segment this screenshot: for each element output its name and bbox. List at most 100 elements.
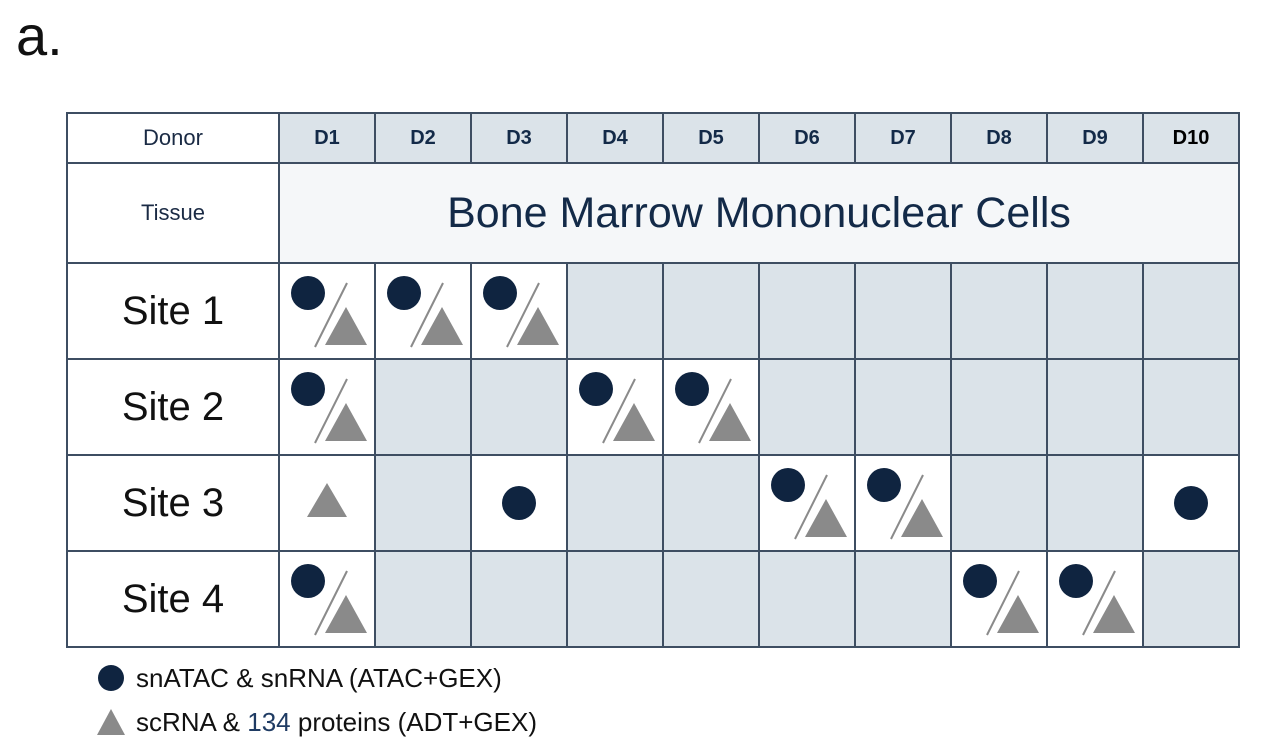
divider-slash xyxy=(1082,570,1116,636)
site-cell xyxy=(662,358,760,456)
divider-slash xyxy=(314,570,348,636)
divider-slash xyxy=(890,474,924,540)
site-cell xyxy=(566,454,664,552)
site-label: Site 3 xyxy=(66,454,280,552)
site-cell xyxy=(662,262,760,360)
site-cell xyxy=(1142,550,1240,648)
divider-slash xyxy=(602,378,636,444)
legend-triangle-pre: scRNA & xyxy=(136,706,248,737)
site-cell xyxy=(950,454,1048,552)
site-row: Site 1 xyxy=(66,262,1240,360)
site-cell xyxy=(374,454,472,552)
circle-triangle-icon xyxy=(867,468,943,540)
site-cell xyxy=(1046,262,1144,360)
triangle-mark xyxy=(325,595,367,633)
site-label: Site 4 xyxy=(66,550,280,648)
site-cell xyxy=(758,454,856,552)
divider-slash xyxy=(410,282,444,348)
site-cell xyxy=(470,454,568,552)
triangle-mark xyxy=(805,499,847,537)
circle-mark xyxy=(291,276,325,310)
site-cell xyxy=(566,550,664,648)
circle-mark xyxy=(867,468,901,502)
site-cell xyxy=(1046,550,1144,648)
circle-mark xyxy=(387,276,421,310)
site-cell xyxy=(470,550,568,648)
site-cell xyxy=(950,262,1048,360)
donor-d6: D6 xyxy=(758,112,856,164)
site-cell xyxy=(470,358,568,456)
site-cell xyxy=(278,454,376,552)
circle-triangle-icon xyxy=(483,276,559,348)
circle-mark xyxy=(1174,486,1208,520)
donor-d10: D10 xyxy=(1142,112,1240,164)
divider-slash xyxy=(506,282,540,348)
triangle-mark xyxy=(517,307,559,345)
legend-protein-count: 134 xyxy=(247,706,291,737)
legend-item-circle: snATAC & snRNA (ATAC+GEX) xyxy=(96,658,537,698)
site-cell xyxy=(374,358,472,456)
circle-triangle-icon xyxy=(771,468,847,540)
site-cell xyxy=(950,358,1048,456)
site-cell xyxy=(758,262,856,360)
triangle-mark xyxy=(307,483,347,517)
site-cell xyxy=(854,550,952,648)
site-cell xyxy=(758,358,856,456)
legend-circle-label: snATAC & snRNA (ATAC+GEX) xyxy=(136,662,502,693)
circle-mark xyxy=(771,468,805,502)
site-row: Site 3 xyxy=(66,454,1240,552)
triangle-mark xyxy=(901,499,943,537)
site-cell xyxy=(950,550,1048,648)
donor-d5: D5 xyxy=(662,112,760,164)
donor-site-table: Donor D1 D2 D3 D4 D5 D6 D7 D8 D9 D10 Tis… xyxy=(66,112,1240,648)
divider-slash xyxy=(314,282,348,348)
site-cell xyxy=(1142,262,1240,360)
donor-row: Donor D1 D2 D3 D4 D5 D6 D7 D8 D9 D10 xyxy=(66,112,1240,164)
triangle-mark xyxy=(613,403,655,441)
site-cell xyxy=(566,358,664,456)
triangle-mark xyxy=(709,403,751,441)
circle-icon xyxy=(1174,486,1208,520)
site-cell xyxy=(374,262,472,360)
site-cell xyxy=(1142,358,1240,456)
donor-d3: D3 xyxy=(470,112,568,164)
divider-slash xyxy=(794,474,828,540)
site-cell xyxy=(854,454,952,552)
site-cell xyxy=(470,262,568,360)
circle-triangle-icon xyxy=(291,276,367,348)
legend: snATAC & snRNA (ATAC+GEX) scRNA & 134 pr… xyxy=(96,658,537,742)
donor-d7: D7 xyxy=(854,112,952,164)
legend-item-triangle: scRNA & 134 proteins (ADT+GEX) xyxy=(96,702,537,742)
site-cell xyxy=(278,550,376,648)
circle-mark xyxy=(291,372,325,406)
circle-triangle-icon xyxy=(579,372,655,444)
site-cell xyxy=(374,550,472,648)
divider-slash xyxy=(986,570,1020,636)
circle-icon xyxy=(502,486,536,520)
circle-triangle-icon xyxy=(963,564,1039,636)
triangle-mark xyxy=(421,307,463,345)
circle-mark xyxy=(502,486,536,520)
site-row: Site 2 xyxy=(66,358,1240,456)
site-cell xyxy=(1046,454,1144,552)
site-label: Site 2 xyxy=(66,358,280,456)
legend-triangle-label: scRNA & 134 proteins (ADT+GEX) xyxy=(136,707,537,738)
donor-d9: D9 xyxy=(1046,112,1144,164)
donor-row-label: Donor xyxy=(66,112,280,164)
circle-triangle-icon xyxy=(291,372,367,444)
tissue-value: Bone Marrow Mononuclear Cells xyxy=(278,162,1240,264)
circle-mark xyxy=(963,564,997,598)
legend-triangle-post: proteins (ADT+GEX) xyxy=(290,706,537,737)
triangle-mark xyxy=(325,403,367,441)
site-cell xyxy=(278,262,376,360)
site-cell xyxy=(662,550,760,648)
panel-label: a. xyxy=(16,4,63,67)
site-cell xyxy=(854,262,952,360)
donor-d1: D1 xyxy=(278,112,376,164)
circle-mark xyxy=(483,276,517,310)
circle-mark xyxy=(291,564,325,598)
triangle-icon xyxy=(307,483,347,517)
tissue-row-label: Tissue xyxy=(66,162,280,264)
site-row: Site 4 xyxy=(66,550,1240,648)
divider-slash xyxy=(698,378,732,444)
